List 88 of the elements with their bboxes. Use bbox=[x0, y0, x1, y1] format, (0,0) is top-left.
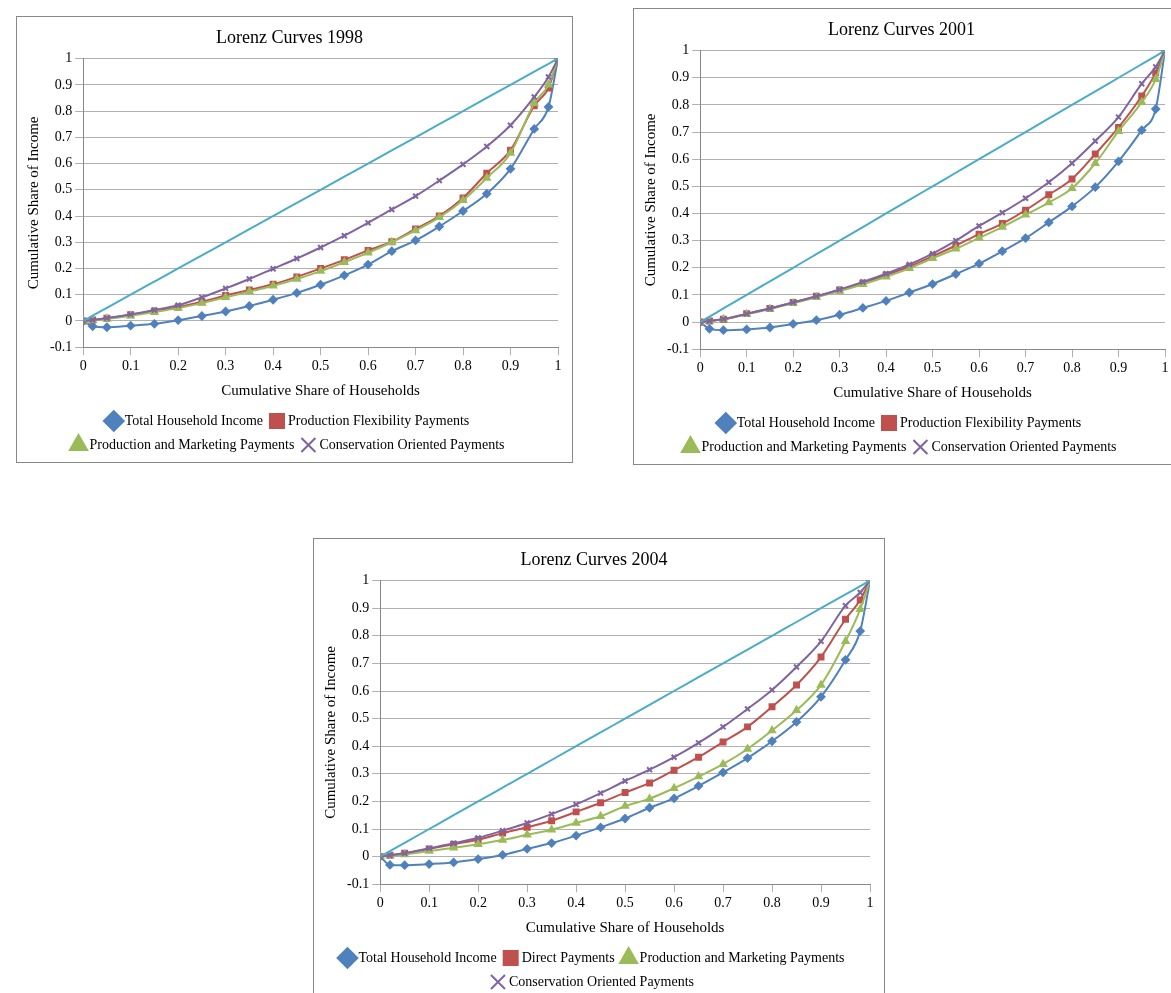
y-axis-title: Cumulative Share of Income bbox=[321, 645, 338, 819]
y-tick-label: 0.1 bbox=[671, 286, 690, 302]
y-tick-label: 0.1 bbox=[351, 820, 370, 836]
x-tick-label: 0.2 bbox=[784, 360, 802, 376]
y-tick-label: 0.1 bbox=[54, 286, 73, 302]
x-tick-label: 0.3 bbox=[216, 358, 235, 374]
y-tick-label: 0.8 bbox=[54, 102, 73, 118]
legend-label: Direct Payments bbox=[521, 949, 615, 965]
y-tick-label: 1 bbox=[362, 572, 370, 588]
x-tick-label: 1 bbox=[866, 895, 874, 911]
x-tick-label: 1 bbox=[1161, 360, 1169, 376]
x-tick-label: 0.4 bbox=[567, 895, 585, 911]
x-tick-label: 0.2 bbox=[469, 895, 487, 911]
x-tick-label: 0.5 bbox=[311, 358, 330, 374]
y-tick-label: 1 bbox=[682, 42, 690, 58]
chart-title: Lorenz Curves 2004 bbox=[520, 548, 668, 569]
y-tick-label: 0.4 bbox=[54, 207, 73, 223]
y-tick-label: 0.9 bbox=[351, 599, 370, 615]
y-tick-label: 0.8 bbox=[671, 96, 690, 112]
legend-label: Conservation Oriented Payments bbox=[508, 973, 695, 989]
legend-label: Total Household Income bbox=[358, 949, 497, 965]
y-tick-label: 0.9 bbox=[671, 69, 690, 85]
y-tick-label: 0.6 bbox=[54, 155, 73, 171]
x-tick-label: 0 bbox=[376, 895, 384, 911]
y-tick-label: 0.6 bbox=[671, 150, 690, 166]
legend-label: Total Household Income bbox=[736, 414, 875, 430]
y-tick-label: 0.7 bbox=[351, 655, 370, 671]
y-tick-label: 0.5 bbox=[671, 178, 690, 193]
x-axis-title: Cumulative Share of Households bbox=[833, 383, 1033, 400]
y-tick-label: 0.4 bbox=[351, 737, 370, 753]
x-axis-title: Cumulative Share of Households bbox=[221, 381, 421, 398]
x-tick-label: 0.5 bbox=[616, 895, 634, 911]
x-tick-label: 0.9 bbox=[1109, 360, 1128, 376]
y-axis-title: Cumulative Share of Income bbox=[641, 113, 658, 287]
x-tick-label: 0.7 bbox=[1016, 360, 1035, 376]
x-tick-label: 0.9 bbox=[812, 895, 830, 911]
legend-label: Conservation Oriented Payments bbox=[319, 436, 505, 452]
y-axis-title: Cumulative Share of Income bbox=[24, 116, 41, 290]
y-tick-label: 0.3 bbox=[54, 233, 73, 249]
chart-title: Lorenz Curves 2001 bbox=[828, 18, 975, 39]
y-tick-label: 1 bbox=[65, 50, 73, 66]
y-tick-label: 0.8 bbox=[351, 627, 370, 643]
y-tick-label: 0.3 bbox=[351, 765, 370, 781]
legend-label: Conservation Oriented Payments bbox=[931, 438, 1117, 454]
y-tick-label: 0.3 bbox=[671, 232, 690, 248]
y-tick-label: 0.7 bbox=[54, 128, 73, 144]
y-tick-label: 0.4 bbox=[671, 205, 690, 221]
y-tick-label: -0.1 bbox=[346, 875, 370, 891]
y-tick-label: 0 bbox=[362, 848, 370, 864]
x-tick-label: 0.7 bbox=[714, 895, 732, 911]
y-tick-label: 0.2 bbox=[671, 259, 690, 275]
legend-label: Production and Marketing Payments bbox=[701, 438, 907, 454]
y-tick-label: 0.5 bbox=[351, 710, 370, 726]
y-tick-label: 0 bbox=[682, 313, 690, 329]
y-tick-label: 0 bbox=[65, 312, 73, 328]
x-tick-label: 0.3 bbox=[830, 360, 849, 376]
x-tick-label: 0.2 bbox=[169, 358, 187, 374]
y-tick-label: 0.2 bbox=[351, 793, 370, 809]
y-tick-label: 0.9 bbox=[54, 76, 73, 92]
x-tick-label: 0 bbox=[696, 360, 704, 376]
x-tick-label: 0.6 bbox=[970, 360, 988, 376]
y-tick-label: 0.5 bbox=[54, 181, 73, 197]
x-tick-label: 0 bbox=[79, 358, 87, 374]
legend-label: Production and Marketing Payments bbox=[89, 436, 295, 452]
x-axis-title: Cumulative Share of Households bbox=[525, 918, 725, 935]
y-tick-label: -0.1 bbox=[666, 340, 690, 356]
x-tick-label: 0.8 bbox=[454, 358, 472, 374]
x-tick-label: 0.7 bbox=[406, 358, 425, 374]
x-tick-label: 0.9 bbox=[501, 358, 520, 374]
legend-label: Production and Marketing Payments bbox=[639, 949, 845, 965]
x-tick-label: 0.1 bbox=[121, 358, 140, 374]
x-tick-label: 1 bbox=[554, 358, 562, 374]
x-tick-label: 0.3 bbox=[518, 895, 536, 911]
y-tick-label: 0.6 bbox=[351, 682, 370, 698]
y-tick-label: -0.1 bbox=[49, 338, 73, 354]
legend-label: Production Flexibility Payments bbox=[899, 414, 1082, 430]
x-tick-label: 0.5 bbox=[923, 360, 942, 376]
x-tick-label: 0.1 bbox=[420, 895, 438, 911]
legend-label: Production Flexibility Payments bbox=[287, 412, 470, 428]
legend-label: Total Household Income bbox=[124, 412, 263, 428]
y-tick-label: 0.2 bbox=[54, 260, 73, 276]
x-tick-label: 0.8 bbox=[763, 895, 781, 911]
x-tick-label: 0.8 bbox=[1063, 360, 1081, 376]
x-tick-label: 0.4 bbox=[264, 358, 282, 374]
chart-title: Lorenz Curves 1998 bbox=[216, 26, 363, 47]
x-tick-label: 0.1 bbox=[737, 360, 756, 376]
x-tick-label: 0.4 bbox=[877, 360, 895, 376]
y-tick-label: 0.7 bbox=[671, 123, 690, 139]
